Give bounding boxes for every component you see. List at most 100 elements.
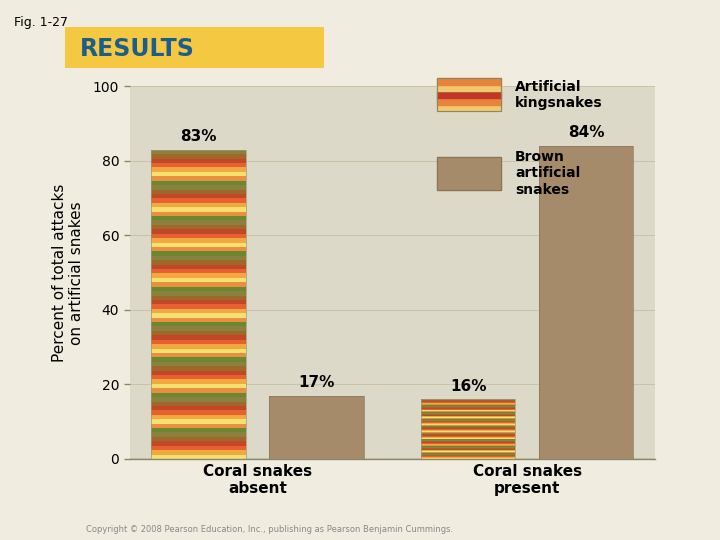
Bar [151, 375, 246, 380]
Bar [151, 154, 246, 159]
Bar [151, 207, 246, 212]
Bar [151, 331, 246, 335]
Bar [436, 98, 501, 105]
Bar [421, 417, 516, 418]
Bar [421, 410, 516, 411]
Bar [421, 419, 516, 420]
Bar [151, 269, 246, 273]
Bar [151, 190, 246, 194]
Bar [151, 327, 246, 331]
Bar [421, 457, 516, 458]
Bar [436, 85, 501, 91]
Bar [421, 415, 516, 416]
Text: Brown
artificial
snakes: Brown artificial snakes [515, 150, 580, 197]
Bar [151, 340, 246, 344]
Bar [151, 335, 246, 340]
Bar [151, 433, 246, 437]
Bar [421, 458, 516, 459]
Bar [421, 440, 516, 441]
Bar [421, 421, 516, 422]
Bar [421, 404, 516, 406]
Text: RESULTS: RESULTS [81, 37, 195, 61]
Bar [151, 388, 246, 393]
Bar [269, 396, 364, 459]
Bar [151, 198, 246, 202]
Bar [269, 396, 364, 459]
Bar [151, 344, 246, 348]
Bar [151, 300, 246, 305]
Bar [151, 287, 246, 291]
Bar [421, 451, 516, 452]
Bar [539, 146, 634, 459]
Bar [436, 157, 501, 190]
Bar [436, 78, 501, 85]
Bar [421, 429, 516, 430]
Bar [421, 414, 516, 415]
Bar [151, 424, 246, 428]
Bar [421, 434, 516, 435]
Bar [421, 456, 516, 457]
Bar [151, 437, 246, 441]
Bar [421, 453, 516, 454]
Bar [421, 443, 516, 444]
Bar [151, 260, 246, 265]
Bar [421, 449, 516, 450]
Bar [151, 202, 246, 207]
Bar [151, 172, 246, 176]
Bar [421, 437, 516, 438]
Text: 83%: 83% [181, 129, 217, 144]
Bar [151, 220, 246, 225]
Bar [421, 452, 516, 453]
Y-axis label: Percent of total attacks
on artificial snakes: Percent of total attacks on artificial s… [52, 184, 84, 362]
Bar [421, 447, 516, 448]
Bar [151, 256, 246, 260]
Bar [421, 432, 516, 433]
Bar [151, 397, 246, 402]
Bar [151, 380, 246, 384]
Bar [151, 273, 246, 278]
Bar [151, 159, 246, 163]
Bar [421, 416, 516, 417]
Bar [151, 384, 246, 388]
Text: Fig. 1-27: Fig. 1-27 [14, 16, 68, 29]
Bar [421, 400, 516, 459]
Bar [151, 150, 246, 459]
Bar [421, 422, 516, 423]
Bar [151, 419, 246, 424]
Bar [151, 265, 246, 269]
Bar [151, 230, 246, 234]
Bar [421, 402, 516, 403]
Bar [151, 282, 246, 287]
Bar [151, 370, 246, 375]
Bar [421, 413, 516, 414]
Bar [421, 400, 516, 401]
Bar [421, 423, 516, 424]
Bar [421, 426, 516, 427]
Bar [151, 450, 246, 455]
Bar [421, 412, 516, 413]
Bar [421, 427, 516, 428]
Bar [151, 446, 246, 450]
Bar [421, 409, 516, 410]
Text: 16%: 16% [450, 379, 487, 394]
Bar [421, 444, 516, 445]
Bar [151, 176, 246, 181]
Bar [421, 442, 516, 443]
Bar [421, 408, 516, 409]
Bar [421, 438, 516, 440]
Bar [151, 318, 246, 322]
Bar [151, 251, 246, 256]
Bar [436, 78, 501, 111]
Bar [151, 238, 246, 242]
Bar [421, 431, 516, 432]
Bar [421, 446, 516, 447]
Text: 17%: 17% [298, 375, 335, 390]
Bar [421, 420, 516, 421]
Bar [421, 403, 516, 404]
Bar [421, 454, 516, 455]
Bar [421, 428, 516, 429]
Bar [151, 185, 246, 190]
Bar [151, 402, 246, 406]
Bar [151, 322, 246, 327]
Bar [151, 295, 246, 300]
